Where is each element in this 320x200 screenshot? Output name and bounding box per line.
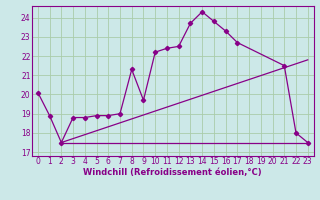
X-axis label: Windchill (Refroidissement éolien,°C): Windchill (Refroidissement éolien,°C) <box>84 168 262 177</box>
